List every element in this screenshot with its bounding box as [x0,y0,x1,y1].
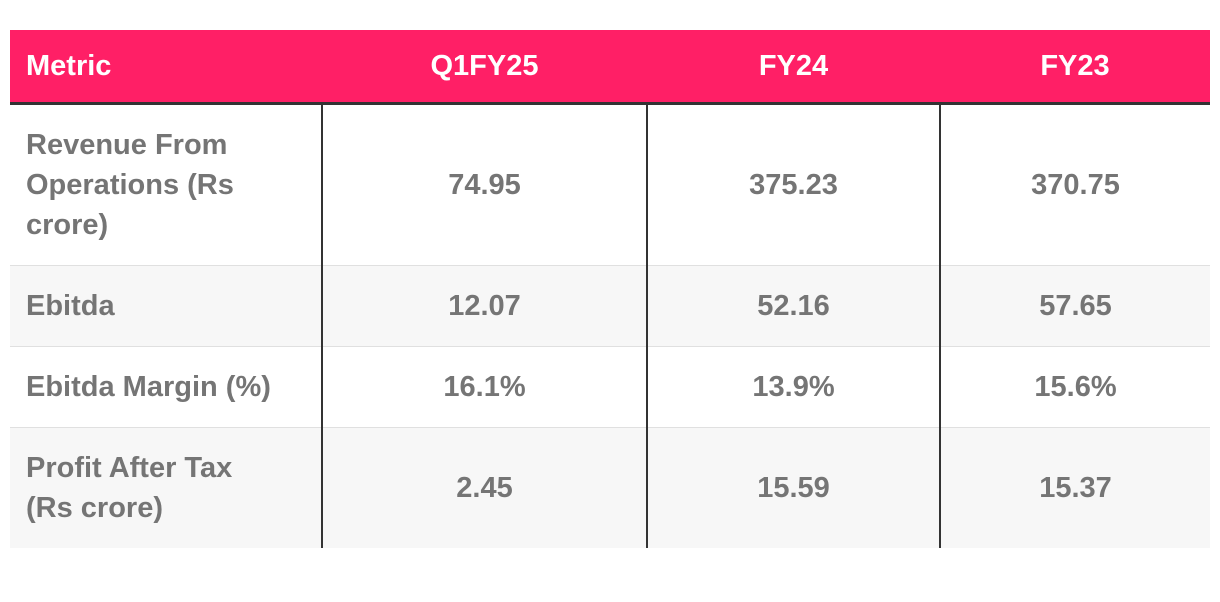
metric-cell: Ebitda [10,265,322,347]
value-cell: 16.1% [321,346,647,428]
metric-cell: Ebitda Margin (%) [10,346,322,428]
value-cell: 370.75 [939,103,1210,266]
table-row: Profit After Tax (Rs crore) 2.45 15.59 15.3… [10,427,1210,548]
value-cell: 52.16 [646,265,940,347]
table-body: Revenue From Operations (Rs crore) 74.95 3… [10,103,1210,548]
value-cell: 57.65 [939,265,1210,347]
value-cell: 15.6% [939,346,1210,428]
table-row: Ebitda Margin (%) 16.1% 13.9% 15.6% [10,346,1210,428]
value-cell: 74.95 [321,103,647,266]
header-cell: Q1FY25 [322,30,647,105]
metric-cell: Profit After Tax (Rs crore) [10,427,322,548]
header-cell: FY23 [940,30,1210,105]
value-cell: 375.23 [646,103,940,266]
value-cell: 12.07 [321,265,647,347]
header-cell: FY24 [647,30,940,105]
header-cell: Metric [10,30,322,105]
value-cell: 13.9% [646,346,940,428]
metric-cell: Revenue From Operations (Rs crore) [10,103,322,266]
header-row: Metric Q1FY25 FY24 FY23 [10,30,1210,105]
table-row: Revenue From Operations (Rs crore) 74.95 3… [10,103,1210,266]
value-cell: 2.45 [321,427,647,548]
metrics-table: Metric Q1FY25 FY24 FY23 Revenue From Operat… [10,30,1210,548]
table-row: Ebitda 12.07 52.16 57.65 [10,265,1210,347]
value-cell: 15.37 [939,427,1210,548]
value-cell: 15.59 [646,427,940,548]
